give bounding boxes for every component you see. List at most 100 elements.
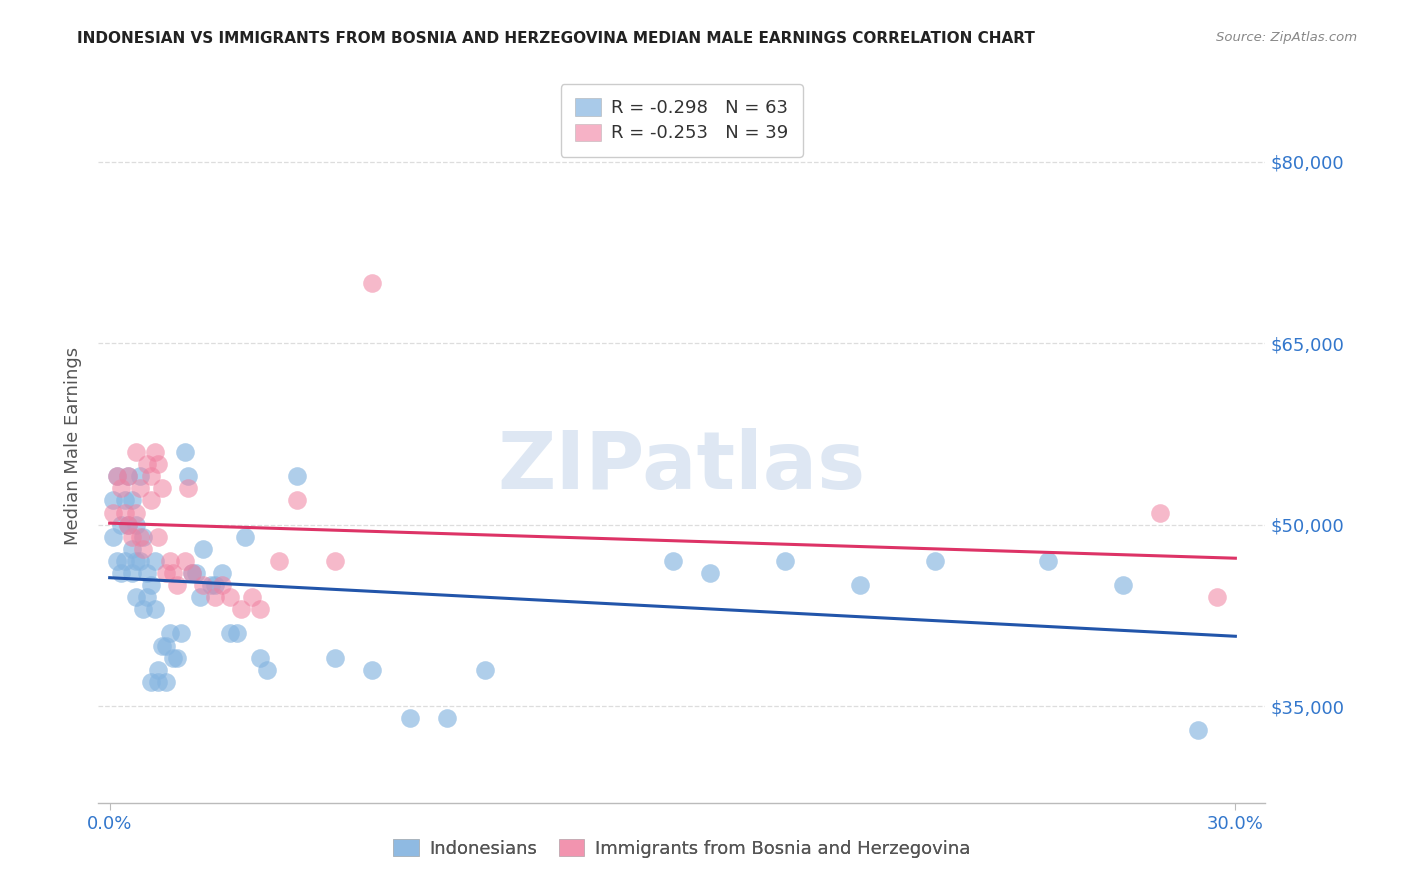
Point — [1149, 506, 1171, 520]
Point — [125, 506, 148, 520]
Point — [323, 554, 346, 568]
Point — [139, 578, 162, 592]
Point — [204, 590, 226, 604]
Point — [436, 711, 458, 725]
Point — [148, 674, 170, 689]
Point — [117, 517, 139, 532]
Point — [125, 445, 148, 459]
Point — [103, 530, 125, 544]
Point — [211, 578, 233, 592]
Point — [849, 578, 872, 592]
Y-axis label: Median Male Earnings: Median Male Earnings — [63, 347, 82, 545]
Point — [924, 554, 946, 568]
Point — [110, 566, 132, 580]
Point — [105, 554, 128, 568]
Point — [136, 590, 159, 604]
Point — [193, 578, 215, 592]
Point — [114, 554, 136, 568]
Point — [139, 469, 162, 483]
Point — [211, 566, 233, 580]
Point — [125, 517, 148, 532]
Point — [139, 493, 162, 508]
Point — [162, 566, 184, 580]
Point — [249, 602, 271, 616]
Point — [162, 650, 184, 665]
Point — [474, 663, 496, 677]
Point — [323, 650, 346, 665]
Point — [121, 493, 143, 508]
Point — [285, 493, 308, 508]
Point — [218, 626, 240, 640]
Point — [229, 602, 252, 616]
Point — [136, 457, 159, 471]
Point — [148, 663, 170, 677]
Point — [256, 663, 278, 677]
Point — [150, 481, 173, 495]
Point — [128, 469, 150, 483]
Point — [218, 590, 240, 604]
Point — [226, 626, 249, 640]
Point — [184, 566, 207, 580]
Point — [148, 530, 170, 544]
Point — [773, 554, 796, 568]
Point — [159, 554, 181, 568]
Point — [121, 566, 143, 580]
Point — [148, 457, 170, 471]
Point — [1187, 723, 1209, 738]
Legend: Indonesians, Immigrants from Bosnia and Herzegovina: Indonesians, Immigrants from Bosnia and … — [387, 832, 977, 865]
Point — [181, 566, 204, 580]
Point — [181, 566, 204, 580]
Point — [125, 554, 148, 568]
Text: Source: ZipAtlas.com: Source: ZipAtlas.com — [1216, 31, 1357, 45]
Point — [114, 506, 136, 520]
Point — [136, 566, 159, 580]
Point — [200, 578, 222, 592]
Point — [150, 639, 173, 653]
Point — [193, 541, 215, 556]
Point — [132, 602, 155, 616]
Point — [110, 481, 132, 495]
Point — [103, 506, 125, 520]
Point — [139, 674, 162, 689]
Point — [114, 493, 136, 508]
Point — [143, 445, 166, 459]
Text: INDONESIAN VS IMMIGRANTS FROM BOSNIA AND HERZEGOVINA MEDIAN MALE EARNINGS CORREL: INDONESIAN VS IMMIGRANTS FROM BOSNIA AND… — [77, 31, 1035, 46]
Point — [399, 711, 422, 725]
Point — [173, 554, 195, 568]
Point — [128, 554, 150, 568]
Point — [105, 469, 128, 483]
Point — [249, 650, 271, 665]
Point — [132, 530, 155, 544]
Point — [143, 554, 166, 568]
Point — [166, 650, 188, 665]
Point — [166, 578, 188, 592]
Point — [661, 554, 683, 568]
Point — [204, 578, 226, 592]
Point — [170, 626, 193, 640]
Point — [1036, 554, 1059, 568]
Point — [110, 517, 132, 532]
Point — [188, 590, 211, 604]
Point — [173, 445, 195, 459]
Point — [233, 530, 256, 544]
Point — [177, 481, 200, 495]
Point — [155, 639, 177, 653]
Point — [117, 469, 139, 483]
Point — [285, 469, 308, 483]
Point — [125, 590, 148, 604]
Point — [240, 590, 263, 604]
Point — [132, 541, 155, 556]
Point — [128, 481, 150, 495]
Point — [1205, 590, 1227, 604]
Point — [361, 663, 384, 677]
Text: ZIPatlas: ZIPatlas — [498, 428, 866, 507]
Point — [128, 530, 150, 544]
Point — [177, 469, 200, 483]
Point — [155, 566, 177, 580]
Point — [159, 626, 181, 640]
Point — [699, 566, 721, 580]
Point — [105, 469, 128, 483]
Point — [121, 530, 143, 544]
Point — [1112, 578, 1135, 592]
Point — [361, 276, 384, 290]
